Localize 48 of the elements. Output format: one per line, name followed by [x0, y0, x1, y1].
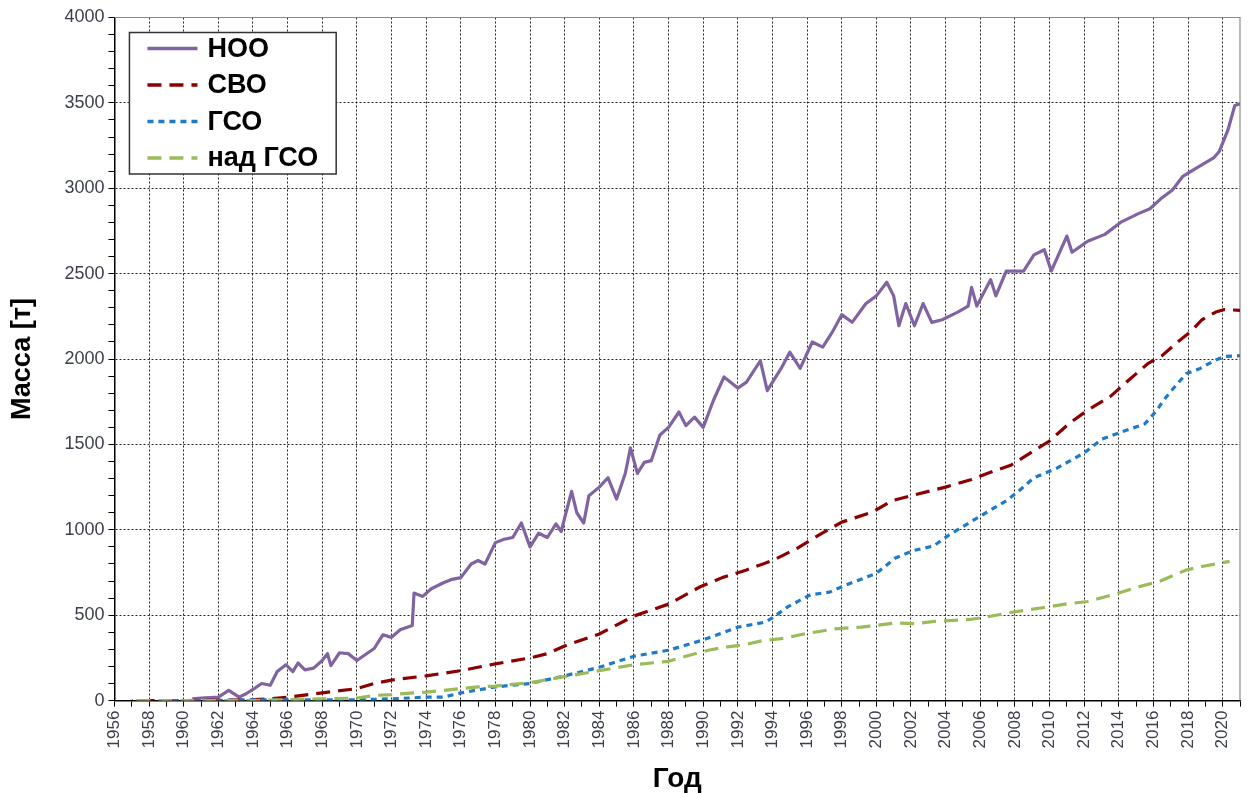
x-tick-label: 1958	[138, 710, 158, 749]
legend-label: ГСО	[207, 105, 263, 136]
x-tick-label: 1956	[104, 710, 124, 749]
x-tick-label: 2014	[1108, 710, 1128, 749]
x-tick-label: 2018	[1177, 710, 1197, 749]
y-tick-label: 1500	[64, 433, 105, 454]
x-tick-label: 2006	[969, 710, 989, 749]
x-tick-label: 1992	[727, 710, 747, 749]
x-tick-label: 1970	[346, 710, 366, 749]
x-tick-label: 2002	[900, 710, 920, 749]
x-tick-label: 2010	[1039, 710, 1059, 749]
y-tick-label: 4000	[64, 6, 105, 27]
x-tick-label: 2020	[1212, 710, 1232, 749]
x-tick-label: 2000	[866, 710, 886, 749]
y-tick-label: 1000	[64, 518, 105, 539]
x-tick-label: 1990	[692, 710, 712, 749]
x-tick-label: 1964	[242, 710, 262, 749]
x-tick-label: 1998	[831, 710, 851, 749]
x-tick-label: 1982	[554, 710, 574, 749]
x-axis-title: Год	[652, 761, 702, 793]
x-tick-label: 1978	[485, 710, 505, 749]
x-tick-label: 2008	[1004, 710, 1024, 749]
y-tick-label: 0	[94, 689, 105, 710]
x-tick-label: 1972	[381, 710, 401, 749]
x-tick-label: 1980	[519, 710, 539, 749]
x-tick-label: 2012	[1073, 710, 1093, 749]
x-tick-label: 1960	[173, 710, 193, 749]
y-axis-title: Масса [т]	[5, 298, 36, 420]
y-tick-label: 2500	[64, 262, 105, 283]
x-tick-label: 1966	[277, 710, 297, 749]
x-tick-label: 2004	[935, 710, 955, 749]
x-tick-label: 1962	[208, 710, 228, 749]
x-tick-label: 1996	[796, 710, 816, 749]
legend-label: над ГСО	[207, 142, 319, 173]
y-tick-label: 2000	[64, 348, 105, 369]
x-tick-label: 1974	[415, 710, 435, 749]
x-tick-label: 1988	[658, 710, 678, 749]
x-tick-label: 1976	[450, 710, 470, 749]
legend-label: НОО	[207, 32, 269, 63]
y-tick-label: 3000	[64, 177, 105, 198]
legend-label: СВО	[207, 69, 267, 100]
x-tick-label: 1994	[762, 710, 782, 749]
x-tick-label: 1986	[623, 710, 643, 749]
y-tick-label: 3500	[64, 91, 105, 112]
x-tick-label: 2016	[1143, 710, 1163, 749]
x-tick-label: 1968	[311, 710, 331, 749]
x-tick-label: 1984	[588, 710, 608, 749]
y-tick-label: 500	[74, 604, 105, 625]
